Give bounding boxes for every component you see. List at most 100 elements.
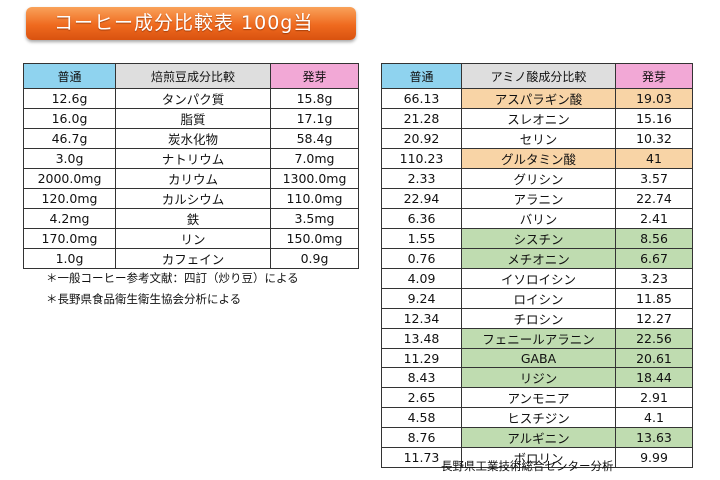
normal-value: 16.0g	[23, 108, 116, 129]
amino-acid-name: チロシン	[461, 308, 616, 329]
amino-acid-name: リジン	[461, 367, 616, 388]
germinated-value: 12.27	[615, 308, 693, 329]
normal-value: 20.92	[381, 128, 462, 149]
component-name: リン	[115, 228, 271, 249]
germinated-value: 3.57	[615, 168, 693, 189]
component-name: タンパク質	[115, 88, 271, 109]
normal-value: 21.28	[381, 108, 462, 129]
amino-acid-name: GABA	[461, 348, 616, 368]
germinated-value: 1300.0mg	[270, 168, 359, 189]
table-row: 46.7g 炭水化物 58.4g	[23, 128, 359, 149]
normal-value: 2.65	[381, 387, 462, 408]
table-row: 8.76 アルギニン 13.63	[381, 427, 693, 448]
germinated-value: 4.1	[615, 407, 693, 428]
table-header-row: 普通 アミノ酸成分比較 発芽	[381, 63, 693, 89]
table-row: 2.33 グリシン 3.57	[381, 168, 693, 189]
amino-acid-name: セリン	[461, 128, 616, 149]
table-row: 11.29 GABA 20.61	[381, 348, 693, 368]
column-header-component: 焙煎豆成分比較	[115, 63, 271, 89]
table-row: 20.92 セリン 10.32	[381, 128, 693, 149]
table-row: 4.2mg 鉄 3.5mg	[23, 208, 359, 229]
germinated-value: 15.8g	[270, 88, 359, 109]
table-row: 110.23 グルタミン酸 41	[381, 148, 693, 169]
amino-acid-name: アスパラギン酸	[461, 88, 616, 109]
germinated-value: 22.74	[615, 188, 693, 209]
germinated-value: 2.91	[615, 387, 693, 408]
footnote-reference: ＊一般コーヒー参考文献：四訂（炒り豆）による	[46, 271, 299, 285]
normal-value: 6.36	[381, 208, 462, 229]
normal-value: 120.0mg	[23, 188, 116, 209]
amino-acid-name: バリン	[461, 208, 616, 229]
germinated-value: 13.63	[615, 427, 693, 448]
normal-value: 66.13	[381, 88, 462, 109]
column-header-normal: 普通	[23, 63, 116, 89]
table-row: 120.0mg カルシウム 110.0mg	[23, 188, 359, 209]
table-row: 66.13 アスパラギン酸 19.03	[381, 88, 693, 109]
page-title: コーヒー成分比較表 100g当	[54, 12, 314, 34]
normal-value: 11.73	[381, 447, 462, 468]
amino-acid-name: ヒスチジン	[461, 407, 616, 428]
table-row: 2.65 アンモニア 2.91	[381, 387, 693, 408]
germinated-value: 17.1g	[270, 108, 359, 129]
germinated-value: 10.32	[615, 128, 693, 149]
table-row: 3.0g ナトリウム 7.0mg	[23, 148, 359, 169]
normal-value: 46.7g	[23, 128, 116, 149]
amino-acid-name: グリシン	[461, 168, 616, 189]
germinated-value: 9.99	[615, 447, 693, 468]
germinated-value: 11.85	[615, 288, 693, 309]
amino-acid-name: アラニン	[461, 188, 616, 209]
table-row: 11.73 ボロリン 9.99	[381, 447, 693, 468]
normal-value: 8.43	[381, 367, 462, 388]
germinated-value: 150.0mg	[270, 228, 359, 249]
table-row: 4.58 ヒスチジン 4.1	[381, 407, 693, 428]
germinated-value: 18.44	[615, 367, 693, 388]
normal-value: 2.33	[381, 168, 462, 189]
normal-value: 0.76	[381, 248, 462, 269]
table-row: 21.28 スレオニン 15.16	[381, 108, 693, 129]
component-name: カリウム	[115, 168, 271, 189]
table-row: 12.34 チロシン 12.27	[381, 308, 693, 329]
table-row: 170.0mg リン 150.0mg	[23, 228, 359, 249]
normal-value: 4.09	[381, 268, 462, 289]
table-row: 12.6g タンパク質 15.8g	[23, 88, 359, 109]
table-header-row: 普通 焙煎豆成分比較 発芽	[23, 63, 359, 89]
amino-acid-comparison-table: 普通 アミノ酸成分比較 発芽 66.13 アスパラギン酸 19.03 21.28 スレ…	[381, 63, 693, 468]
column-header-germinated: 発芽	[270, 63, 359, 89]
normal-value: 1.55	[381, 228, 462, 249]
germinated-value: 19.03	[615, 88, 693, 109]
component-name: カフェイン	[115, 248, 271, 269]
amino-acid-name: メチオニン	[461, 248, 616, 269]
column-header-normal: 普通	[381, 63, 462, 89]
roasted-bean-comparison-table: 普通 焙煎豆成分比較 発芽 12.6g タンパク質 15.8g 16.0g 脂質 17.…	[23, 63, 359, 269]
amino-acid-name: アンモニア	[461, 387, 616, 408]
germinated-value: 20.61	[615, 348, 693, 368]
table-row: 8.43 リジン 18.44	[381, 367, 693, 388]
component-name: ナトリウム	[115, 148, 271, 169]
normal-value: 11.29	[381, 348, 462, 368]
normal-value: 12.34	[381, 308, 462, 329]
table-row: 22.94 アラニン 22.74	[381, 188, 693, 209]
amino-acid-name: シスチン	[461, 228, 616, 249]
amino-acid-name: グルタミン酸	[461, 148, 616, 169]
amino-acid-name: アルギニン	[461, 427, 616, 448]
page-title-banner: コーヒー成分比較表 100g当	[26, 7, 356, 40]
table-row: 0.76 メチオニン 6.67	[381, 248, 693, 269]
table-row: 2000.0mg カリウム 1300.0mg	[23, 168, 359, 189]
normal-value: 9.24	[381, 288, 462, 309]
germinated-value: 8.56	[615, 228, 693, 249]
table-row: 4.09 イソロイシン 3.23	[381, 268, 693, 289]
column-header-amino-acid: アミノ酸成分比較	[461, 63, 616, 89]
germinated-value: 6.67	[615, 248, 693, 269]
component-name: 鉄	[115, 208, 271, 229]
amino-acid-name: フェニールアラニン	[461, 328, 616, 349]
germinated-value: 58.4g	[270, 128, 359, 149]
germinated-value: 7.0mg	[270, 148, 359, 169]
germinated-value: 22.56	[615, 328, 693, 349]
normal-value: 4.2mg	[23, 208, 116, 229]
footnote-analysis: ＊長野県食品衛生衛生協会分析による	[46, 292, 242, 306]
component-name: カルシウム	[115, 188, 271, 209]
table-row: 1.0g カフェイン 0.9g	[23, 248, 359, 269]
normal-value: 13.48	[381, 328, 462, 349]
germinated-value: 0.9g	[270, 248, 359, 269]
germinated-value: 110.0mg	[270, 188, 359, 209]
